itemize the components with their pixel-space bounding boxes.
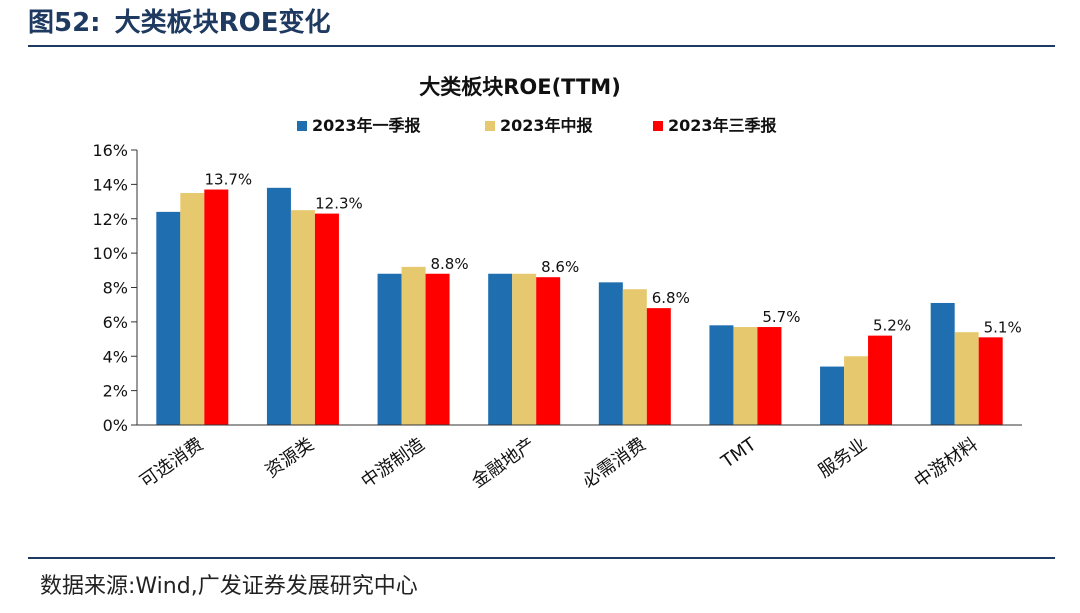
- x-category-label: 中游制造: [357, 434, 428, 492]
- bar: [868, 335, 893, 425]
- legend-label: 2023年中报: [500, 116, 593, 135]
- bar: [978, 337, 1003, 425]
- top-rule: [28, 45, 1055, 47]
- x-category-label: 必需消费: [579, 434, 650, 492]
- bar: [622, 289, 647, 425]
- x-category-label: 资源类: [262, 434, 318, 482]
- bar: [709, 325, 734, 425]
- x-axis: 可选消费 资源类 中游制造 金融地产 必需消费 TMT 服务业 中游材料: [136, 424, 1022, 492]
- bar: [536, 277, 561, 425]
- x-category-label: 金融地产: [468, 434, 539, 492]
- y-tick-label: 12%: [92, 210, 128, 229]
- bar: [844, 356, 869, 425]
- source-note: 数据来源:Wind,广发证券发展研究中心: [40, 574, 418, 599]
- bar: [180, 192, 205, 425]
- x-category-label: 中游材料: [911, 434, 982, 492]
- y-tick-label: 16%: [92, 141, 128, 160]
- bar: [646, 308, 671, 425]
- y-tick-label: 10%: [92, 244, 128, 263]
- legend-swatch: [653, 121, 663, 131]
- data-label: 13.7%: [204, 171, 252, 189]
- data-labels: 13.7% 12.3% 8.8% 8.6% 6.8% 5.7% 5.2% 5.1%: [204, 171, 1021, 337]
- chart-title: 大类板块ROE(TTM): [419, 75, 621, 99]
- bar: [954, 332, 979, 425]
- bar: [266, 187, 291, 425]
- y-tick-label: 2%: [103, 382, 128, 401]
- figure-title: 图52: 大类板块ROE变化: [28, 4, 330, 42]
- x-category-label: 服务业: [815, 434, 871, 482]
- bar: [425, 273, 450, 425]
- bar: [314, 213, 339, 425]
- bar: [733, 327, 758, 425]
- legend: 2023年一季报 2023年中报 2023年三季报: [297, 116, 777, 135]
- bar: [488, 273, 513, 425]
- bar: [512, 273, 537, 425]
- bar: [598, 282, 623, 425]
- data-label: 5.7%: [762, 308, 800, 326]
- bar: [820, 366, 845, 425]
- y-tick-label: 0%: [103, 416, 128, 435]
- legend-label: 2023年一季报: [312, 116, 421, 135]
- x-category-label: TMT: [717, 433, 761, 473]
- bar: [401, 266, 426, 425]
- bar: [290, 210, 315, 425]
- x-category-label: 可选消费: [136, 434, 207, 492]
- bar: [930, 302, 955, 425]
- bar: [377, 273, 402, 425]
- y-tick-label: 4%: [103, 347, 128, 366]
- figure-number: 图52:: [28, 8, 101, 38]
- bar: [156, 211, 181, 425]
- data-label: 8.8%: [431, 255, 469, 273]
- figure-heading: 大类板块ROE变化: [114, 8, 331, 38]
- y-axis: 0% 2% 4% 6% 8% 10% 12% 14% 16%: [92, 141, 138, 435]
- legend-label: 2023年三季报: [668, 116, 777, 135]
- legend-swatch: [485, 121, 495, 131]
- bars: [156, 187, 1003, 425]
- y-tick-label: 8%: [103, 279, 128, 298]
- bottom-rule: [28, 557, 1055, 559]
- bar: [757, 327, 782, 425]
- y-tick-label: 14%: [92, 175, 128, 194]
- y-tick-label: 6%: [103, 313, 128, 332]
- legend-swatch: [297, 121, 307, 131]
- data-label: 6.8%: [652, 289, 690, 307]
- data-label: 5.1%: [984, 318, 1022, 336]
- data-label: 12.3%: [315, 195, 363, 213]
- data-label: 8.6%: [541, 258, 579, 276]
- data-label: 5.2%: [873, 317, 911, 335]
- bar: [204, 189, 229, 425]
